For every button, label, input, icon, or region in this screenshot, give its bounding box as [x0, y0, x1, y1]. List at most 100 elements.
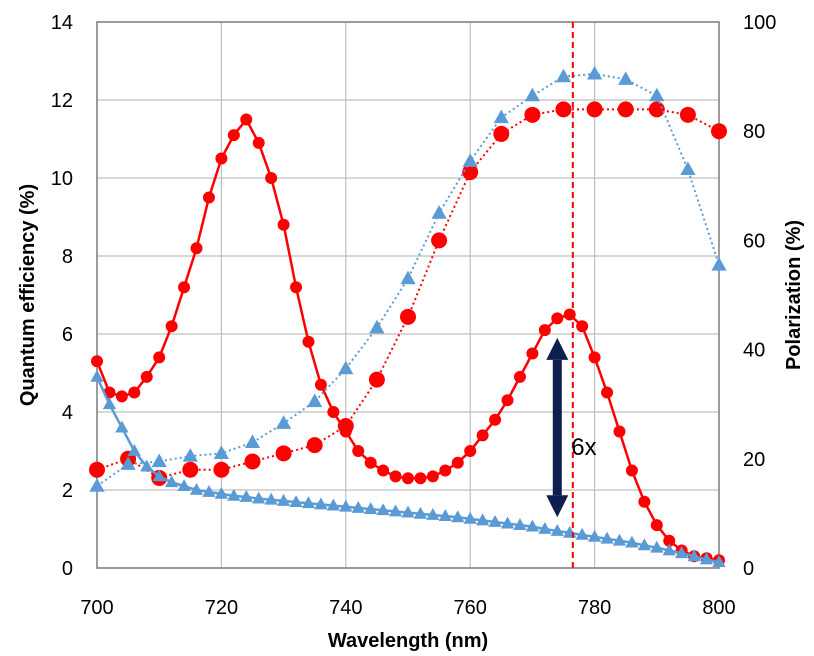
ratio-arrow	[546, 337, 569, 518]
x-tick-label: 720	[205, 597, 238, 619]
data-point	[327, 406, 340, 418]
data-point	[351, 500, 365, 513]
data-point	[463, 511, 477, 524]
data-point	[326, 498, 341, 511]
data-point	[153, 351, 166, 364]
data-point	[89, 461, 105, 478]
data-point	[152, 469, 166, 482]
series-blue-solid-qe-left	[90, 369, 726, 568]
data-point	[227, 488, 241, 501]
y-right-tick-label: 20	[743, 449, 765, 471]
y-left-tick-label: 2	[62, 480, 73, 502]
data-point	[151, 453, 167, 468]
data-point	[451, 456, 464, 469]
data-point	[663, 534, 676, 547]
data-point	[215, 152, 228, 165]
y-left-tick-label: 14	[51, 12, 73, 34]
data-point	[675, 546, 689, 559]
data-point	[369, 319, 385, 334]
data-point	[244, 453, 261, 470]
data-point	[588, 351, 601, 364]
y-right-tick-label: 0	[743, 558, 754, 580]
data-point	[439, 464, 452, 477]
data-point	[699, 552, 714, 565]
data-point	[476, 429, 489, 442]
ratio-annotation: 6x	[571, 434, 596, 461]
data-point	[376, 503, 390, 516]
y-right-tick-labels: 0 20 40 60 80 100	[743, 12, 776, 580]
data-point	[400, 308, 416, 325]
data-point	[563, 308, 576, 321]
x-tick-label: 700	[80, 597, 113, 619]
x-tick-label: 780	[578, 597, 611, 619]
data-point	[587, 65, 603, 80]
data-point	[618, 71, 634, 85]
data-point	[638, 495, 651, 508]
data-point	[244, 434, 261, 449]
data-point	[712, 555, 726, 568]
data-point	[165, 320, 178, 333]
data-point	[314, 378, 327, 391]
arrow-head-down	[546, 495, 569, 518]
data-point	[91, 355, 103, 368]
data-point	[625, 535, 639, 548]
data-point	[680, 161, 696, 176]
data-point	[524, 106, 541, 123]
data-point	[240, 113, 253, 126]
data-point	[475, 513, 490, 526]
data-point	[612, 533, 627, 546]
data-point	[265, 172, 278, 184]
x-tick-label: 800	[702, 597, 735, 619]
arrow-head-up	[546, 337, 569, 360]
data-point	[650, 519, 663, 532]
y-left-axis-title: Quantum efficiency (%)	[17, 184, 39, 406]
data-point	[426, 470, 439, 483]
y-right-axis-title: Polarization (%)	[783, 220, 805, 370]
data-point	[538, 324, 551, 337]
y-right-tick-label: 80	[743, 121, 765, 143]
series-red-solid-qe-left	[91, 113, 725, 567]
y-right-tick-label: 100	[743, 12, 776, 34]
data-point	[289, 495, 303, 507]
data-point	[352, 445, 365, 457]
data-point	[613, 425, 626, 438]
data-point	[402, 472, 414, 485]
series-red-dotted-polarization-right	[89, 101, 727, 486]
data-point	[364, 502, 378, 515]
data-point	[575, 527, 589, 540]
data-point	[388, 504, 403, 517]
data-point	[337, 418, 354, 435]
data-point	[89, 478, 105, 492]
data-point	[555, 101, 572, 118]
data-point	[711, 256, 727, 271]
data-point	[264, 492, 278, 505]
data-point	[648, 101, 665, 118]
data-point	[276, 493, 291, 506]
data-point	[413, 506, 428, 519]
y-left-tick-labels: 0 2 4 6 8 10 12 14	[51, 12, 73, 580]
data-point	[431, 232, 448, 249]
x-axis-title: Wavelength (nm)	[328, 630, 488, 652]
y-left-tick-label: 0	[62, 558, 73, 580]
data-point	[213, 445, 229, 459]
series-layer	[89, 65, 727, 568]
data-point	[462, 164, 479, 181]
data-point	[307, 393, 323, 408]
data-point	[239, 490, 253, 502]
data-point	[339, 499, 353, 512]
y-right-tick-label: 60	[743, 230, 765, 252]
data-point	[306, 437, 323, 454]
data-point	[252, 136, 265, 149]
data-point	[501, 394, 514, 407]
data-point	[202, 484, 216, 497]
data-point	[189, 483, 204, 495]
data-point	[277, 218, 290, 231]
data-point	[290, 281, 303, 294]
data-point	[178, 281, 191, 294]
data-point	[128, 386, 141, 399]
data-point	[637, 538, 652, 551]
data-point	[649, 87, 665, 102]
data-point	[526, 347, 539, 360]
data-point	[214, 486, 229, 499]
